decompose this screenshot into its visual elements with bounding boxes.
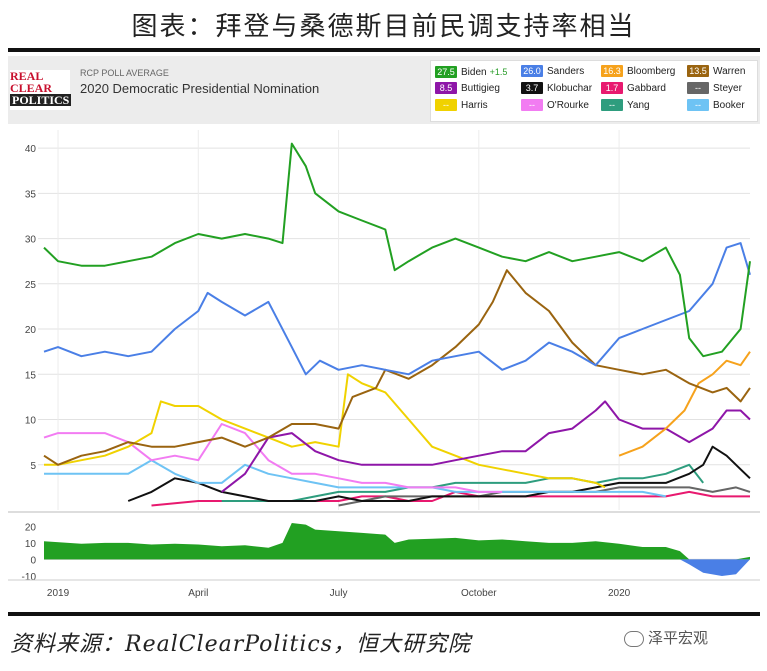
legend-value: -- — [687, 99, 709, 112]
y-tick-label: 30 — [25, 235, 37, 246]
spread-positive-area — [44, 523, 750, 560]
legend-label: Bloomberg — [627, 66, 676, 77]
legend-label: Warren — [713, 66, 746, 77]
legend-value: -- — [687, 82, 709, 95]
legend-item-steyer[interactable]: -- Steyer — [687, 82, 742, 96]
y-tick-label: 35 — [25, 189, 37, 200]
source-note: 资料来源：RealClearPolitics，恒大研究院 — [10, 632, 471, 657]
y-tick-label: 10 — [25, 416, 37, 427]
legend-label: Klobuchar — [547, 83, 593, 94]
y-tick-label: 40 — [25, 144, 37, 155]
series-line-bloomberg — [618, 351, 751, 457]
x-tick-label: April — [188, 588, 208, 599]
series-line-sanders — [43, 242, 751, 376]
legend-value: 27.5 — [435, 66, 457, 79]
series-line-booker — [44, 459, 666, 498]
series-line-harris — [44, 373, 606, 489]
series-line-biden — [43, 142, 751, 358]
legend-item-warren[interactable]: 13.5 Warren — [687, 65, 745, 79]
spread-y-tick-label: 20 — [25, 522, 37, 533]
legend-label: Buttigieg — [461, 83, 500, 94]
legend-label: Yang — [627, 100, 650, 111]
y-tick-label: 5 — [30, 461, 36, 472]
legend-value: 16.3 — [601, 65, 623, 78]
legend-value: 13.5 — [687, 65, 709, 78]
legend-label: Gabbard — [627, 83, 666, 94]
y-tick-label: 15 — [25, 370, 37, 381]
spread-y-tick-label: 0 — [30, 555, 36, 566]
legend-item-booker[interactable]: -- Booker — [687, 99, 745, 113]
legend-item-sanders[interactable]: 26.0 Sanders — [521, 65, 584, 79]
poll-average-label: RCP POLL AVERAGE — [80, 68, 169, 78]
legend-item-orourke[interactable]: -- O'Rourke — [521, 99, 589, 113]
legend-label: Biden — [461, 67, 487, 78]
series-line-gabbard — [151, 490, 750, 507]
spread-negative-area — [44, 559, 750, 576]
legend-value: 8.5 — [435, 82, 457, 95]
series-line-klobuchar — [127, 445, 751, 502]
legend-label: Steyer — [713, 83, 742, 94]
legend-item-harris[interactable]: -- Harris — [435, 99, 488, 113]
wechat-icon — [624, 630, 644, 647]
legend-item-buttigieg[interactable]: 8.5 Buttigieg — [435, 82, 500, 96]
series-line-warren — [43, 269, 751, 466]
legend-label: Harris — [461, 100, 488, 111]
legend-item-bloomberg[interactable]: 16.3 Bloomberg — [601, 65, 675, 79]
legend-change: +1.5 — [489, 67, 508, 77]
watermark: 泽平宏观 — [624, 627, 708, 648]
legend: 27.5 Biden +1.5 26.0 Sanders 16.3 Bloomberg 13.… — [430, 60, 758, 122]
logo-line2: CLEAR — [10, 81, 53, 95]
legend-label: Sanders — [547, 66, 585, 77]
legend-label: Booker — [713, 100, 745, 111]
legend-item-klobuchar[interactable]: 3.7 Klobuchar — [521, 82, 592, 96]
x-tick-label: July — [330, 588, 348, 599]
chart-title: 2020 Democratic Presidential Nomination — [80, 81, 320, 96]
x-tick-label: 2020 — [608, 588, 631, 599]
rcp-logo: REAL CLEAR POLITICS — [10, 69, 72, 110]
y-tick-label: 20 — [25, 325, 37, 336]
series-line-buttigieg — [221, 400, 751, 493]
series-line-yang — [221, 463, 704, 502]
legend-value: -- — [435, 99, 457, 112]
legend-value: -- — [521, 99, 543, 112]
legend-label: O'Rourke — [547, 100, 589, 111]
legend-value: 3.7 — [521, 82, 543, 95]
watermark-text: 泽平宏观 — [648, 629, 709, 647]
legend-value: -- — [601, 99, 623, 112]
logo-line3: POLITICS — [10, 93, 72, 107]
poll-chart: 5 10 15 20 25 30 35 40 20 10 0 -10 2019 April July Octo… — [8, 130, 760, 599]
legend-item-gabbard[interactable]: 1.7 Gabbard — [601, 82, 666, 96]
spread-y-tick-label: -10 — [22, 572, 37, 583]
top-rule — [8, 48, 760, 52]
page-title: 图表：拜登与桑德斯目前民调支持率相当 — [131, 12, 636, 42]
legend-value: 26.0 — [521, 65, 543, 78]
legend-item-biden[interactable]: 27.5 Biden +1.5 — [435, 65, 507, 79]
x-tick-label: October — [461, 588, 497, 599]
logo-line1: REAL — [10, 69, 44, 83]
legend-value: 1.7 — [601, 82, 623, 95]
legend-item-yang[interactable]: -- Yang — [601, 99, 650, 113]
y-tick-label: 25 — [25, 280, 37, 291]
spread-y-tick-label: 10 — [25, 539, 37, 550]
x-tick-label: 2019 — [47, 588, 70, 599]
bottom-rule — [8, 612, 760, 616]
